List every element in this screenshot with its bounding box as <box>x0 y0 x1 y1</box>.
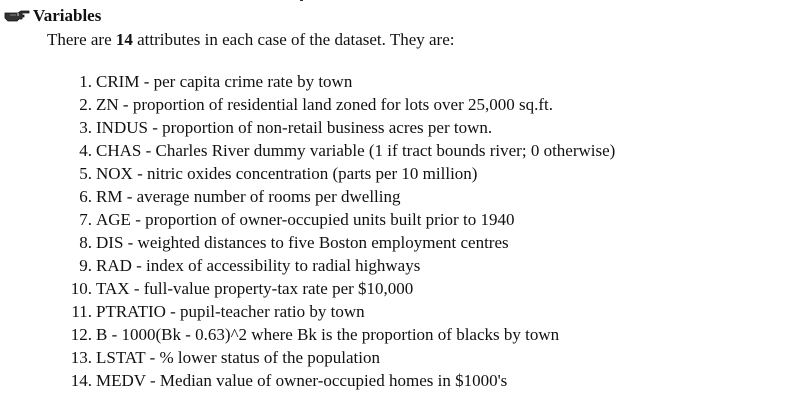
intro-before: There are <box>47 30 116 49</box>
list-item-number: 2. <box>79 95 92 114</box>
list-item-text: CRIM - per capita crime rate by town <box>96 72 353 91</box>
list-item-number: 14. <box>70 371 92 390</box>
list-item-number: 4. <box>79 141 92 160</box>
list-item-text: MEDV - Median value of owner-occupied ho… <box>96 371 508 390</box>
list-item-text: ZN - proportion of residential land zone… <box>96 95 554 114</box>
list-item-text: TAX - full-value property-tax rate per $… <box>96 279 414 298</box>
section-header: Variables <box>4 5 101 27</box>
list-item-text: AGE - proportion of owner-occupied units… <box>96 210 515 229</box>
list-item-text: PTRATIO - pupil-teacher ratio by town <box>96 302 365 321</box>
list-item-text: NOX - nitric oxides concentration (parts… <box>96 164 478 183</box>
list-item-text: DIS - weighted distances to five Boston … <box>96 233 509 252</box>
list-item-number: 12. <box>70 325 92 344</box>
pointing-hand-icon <box>4 9 30 23</box>
list-item-number: 3. <box>79 118 92 137</box>
list-item-number: 11. <box>71 302 92 321</box>
list-item-number: 8. <box>79 233 92 252</box>
list-item-number: 5. <box>79 164 92 183</box>
intro-text: There are 14 attributes in each case of … <box>47 29 455 51</box>
list-item-text: B - 1000(Bk - 0.63)^2 where Bk is the pr… <box>96 325 560 344</box>
intro-after: attributes in each case of the dataset. … <box>132 30 455 49</box>
clipped-text-fragment <box>300 0 303 1</box>
list-item-number: 6. <box>79 187 92 206</box>
list-item-text: RM - average number of rooms per dwellin… <box>96 187 401 206</box>
list-item-number: 1. <box>79 72 92 91</box>
list-item-text: CHAS - Charles River dummy variable (1 i… <box>96 141 616 160</box>
list-item-number: 10. <box>70 279 92 298</box>
section-title: Variables <box>33 6 102 25</box>
list-item-text: LSTAT - % lower status of the population <box>96 348 380 367</box>
list-item-text: INDUS - proportion of non-retail busines… <box>96 118 493 137</box>
list-item-number: 7. <box>79 210 92 229</box>
list-item-number: 13. <box>70 348 92 367</box>
list-item-text: RAD - index of accessibility to radial h… <box>96 256 421 275</box>
attribute-count: 14 <box>115 30 133 49</box>
list-item-number: 9. <box>79 256 92 275</box>
